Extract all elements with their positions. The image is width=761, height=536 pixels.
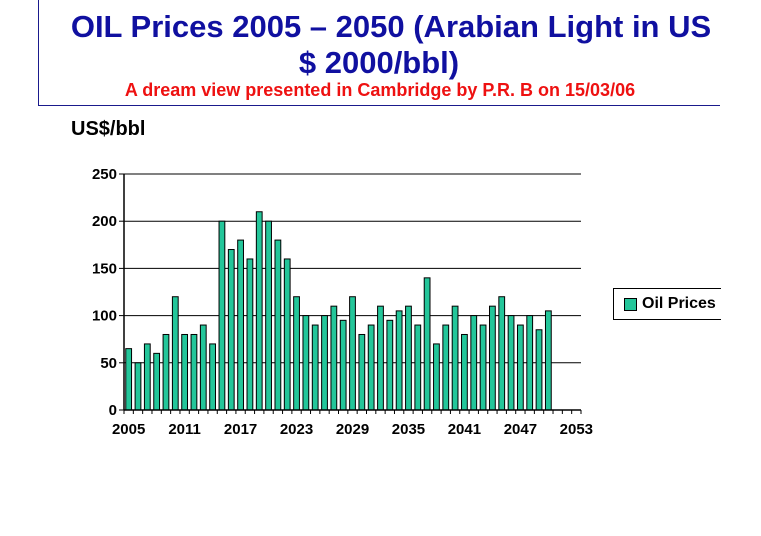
legend-swatch	[624, 297, 637, 311]
bar	[544, 310, 552, 411]
bar	[246, 258, 254, 411]
bar	[162, 333, 170, 411]
bar	[479, 324, 487, 411]
bar	[526, 315, 534, 411]
bar	[367, 324, 375, 411]
y-tick-label: 150	[92, 260, 117, 277]
bar	[237, 239, 244, 411]
bar	[461, 333, 468, 411]
bar	[209, 343, 216, 411]
bar	[274, 239, 282, 411]
bar	[535, 329, 543, 411]
bar	[283, 258, 291, 411]
bar	[498, 296, 506, 411]
chart-subtitle: A dream view presented in Cambridge by P…	[124, 80, 636, 100]
bar	[395, 310, 403, 411]
bar	[507, 315, 515, 411]
x-tick-label: 2017	[224, 421, 257, 438]
bar	[125, 348, 133, 411]
bar	[181, 333, 189, 411]
legend: Oil Prices	[613, 288, 721, 320]
bar	[293, 296, 300, 411]
y-axis-label: US$/bbl	[71, 118, 146, 140]
bar	[349, 296, 356, 411]
y-tick-label: 250	[92, 166, 117, 183]
bar	[451, 305, 459, 411]
bar	[339, 319, 347, 411]
chart-title-line-1: OIL Prices 2005 – 2050 (Arabian Light in…	[70, 9, 712, 44]
bar	[470, 315, 478, 411]
bar	[265, 220, 272, 411]
bar	[171, 296, 179, 411]
y-tick-label: 50	[100, 355, 117, 372]
bar	[377, 305, 384, 411]
bar	[442, 324, 450, 411]
bar	[321, 315, 328, 411]
bar	[143, 343, 151, 411]
bar	[302, 315, 310, 411]
x-tick-label: 2005	[112, 421, 145, 438]
bar	[134, 362, 142, 411]
bar	[414, 324, 422, 411]
bar	[199, 324, 207, 411]
bar	[190, 333, 198, 411]
y-tick-label: 200	[92, 213, 117, 230]
bar	[330, 305, 338, 411]
chart-title-line-2: $ 2000/bbl)	[298, 45, 460, 80]
bar	[218, 220, 226, 411]
bar	[516, 324, 524, 411]
bar	[255, 211, 263, 411]
bar	[489, 305, 496, 411]
x-tick-label: 2047	[504, 421, 537, 438]
x-tick-label: 2029	[336, 421, 369, 438]
bar	[423, 277, 431, 411]
bar	[153, 352, 161, 411]
x-tick-label: 2035	[392, 421, 425, 438]
y-tick-label: 100	[92, 308, 117, 325]
x-tick-label: 2041	[448, 421, 481, 438]
bar	[386, 319, 394, 411]
bar	[433, 343, 440, 411]
x-tick-label: 2023	[280, 421, 313, 438]
x-tick-label: 2011	[168, 421, 201, 438]
bar	[358, 333, 366, 411]
bar	[405, 305, 412, 411]
x-tick-label: 2053	[560, 421, 593, 438]
title-box: OIL Prices 2005 – 2050 (Arabian Light in…	[38, 0, 720, 106]
y-tick-label: 0	[109, 402, 117, 419]
bar	[311, 324, 319, 411]
bar	[227, 249, 235, 411]
legend-label: Oil Prices	[642, 295, 716, 312]
